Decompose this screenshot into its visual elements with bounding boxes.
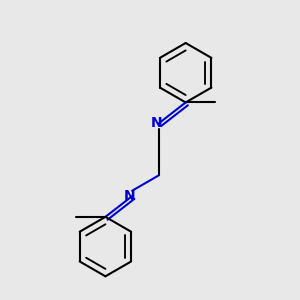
Text: N: N	[124, 189, 136, 203]
Text: N: N	[151, 116, 162, 130]
